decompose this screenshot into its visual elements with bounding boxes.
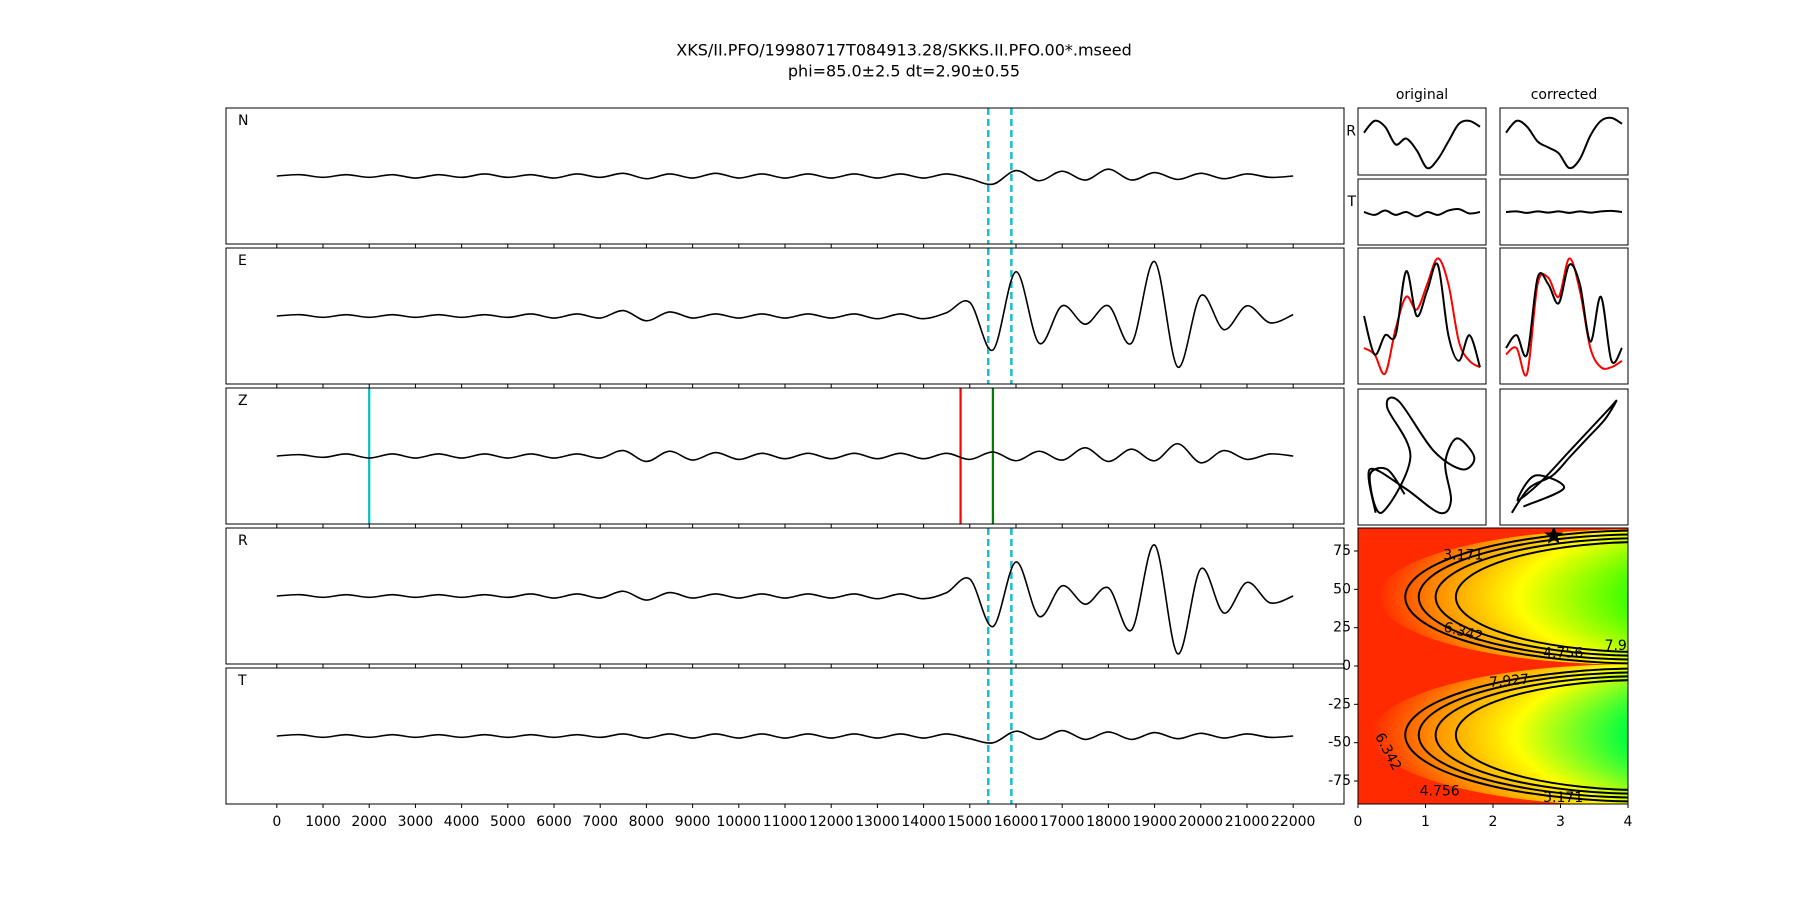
waveform [1363, 207, 1481, 218]
contour-label: 3.171 [1443, 548, 1483, 564]
x-tick-label: 6000 [536, 814, 572, 830]
x-tick-label: 0 [1354, 814, 1363, 830]
x-tick-label: 7000 [582, 814, 618, 830]
x-tick-label: 2 [1489, 814, 1498, 830]
shifted-waveform [1505, 257, 1623, 377]
waveform [276, 168, 1294, 186]
column-title: corrected [1531, 87, 1598, 103]
y-tick-label: -50 [1328, 735, 1351, 751]
x-tick-label: 15000 [948, 814, 993, 830]
column-title: original [1396, 87, 1448, 103]
surface-lobe [1371, 664, 1628, 804]
waveform [1505, 116, 1623, 170]
x-tick-label: 18000 [1086, 814, 1131, 830]
x-tick-label: 11000 [763, 814, 808, 830]
x-tick-label: 22000 [1271, 814, 1316, 830]
contour-line [1454, 679, 1628, 791]
x-tick-label: 13000 [855, 814, 900, 830]
contour-label: 3.171 [1543, 790, 1583, 806]
particle-motion [1510, 399, 1618, 514]
panel-frame [1499, 178, 1629, 246]
row-label: R [1346, 124, 1356, 140]
x-tick-label: 8000 [629, 814, 665, 830]
y-tick-label: -75 [1328, 773, 1351, 789]
panel-frame [225, 247, 1345, 385]
contour-line [1434, 675, 1628, 795]
contour-label: 4.756 [1420, 784, 1460, 800]
panel-frame [1499, 247, 1629, 385]
waveform [1363, 119, 1481, 170]
y-tick-label: 75 [1333, 543, 1351, 559]
x-tick-label: 9000 [675, 814, 711, 830]
shifted-waveform [1363, 257, 1481, 376]
panel-frame [1357, 388, 1487, 526]
waveform [1505, 209, 1623, 214]
trace-panel [226, 108, 1344, 244]
trace-panel [226, 388, 1344, 524]
x-tick-label: 2000 [351, 814, 387, 830]
x-tick-label: 10000 [717, 814, 762, 830]
contour-label: 7.927 [1489, 672, 1530, 691]
panel-frame [1357, 247, 1487, 385]
contour-line [1434, 537, 1628, 657]
panel-frame [1357, 107, 1487, 176]
y-tick-label: 0 [1342, 658, 1351, 674]
panel-frame [225, 667, 1345, 805]
panel-frame [225, 387, 1345, 525]
panel-frame [225, 107, 1345, 245]
x-tick-label: 1000 [305, 814, 341, 830]
y-tick-label: 25 [1333, 620, 1351, 636]
title: XKS/II.PFO/19980717T084913.28/SKKS.II.PF… [676, 41, 1131, 60]
row-label: T [1346, 194, 1356, 210]
x-tick-label: 3 [1556, 814, 1565, 830]
best-fit-marker [1544, 528, 1564, 544]
shifted-waveform [1505, 263, 1623, 364]
panel-frame [1357, 178, 1487, 246]
contour-label: 4.756 [1543, 646, 1583, 662]
subtitle: phi=85.0±2.5 dt=2.90±0.55 [788, 62, 1020, 81]
component-label: R [238, 533, 248, 549]
x-tick-label: 16000 [994, 814, 1039, 830]
component-label: N [238, 113, 248, 129]
component-label: T [237, 673, 247, 689]
contour-line [1454, 541, 1628, 653]
x-tick-label: 20000 [1179, 814, 1224, 830]
x-tick-label: 14000 [901, 814, 946, 830]
y-tick-label: 50 [1333, 581, 1351, 597]
x-tick-label: 3000 [398, 814, 434, 830]
x-tick-label: 4 [1624, 814, 1633, 830]
x-tick-label: 19000 [1132, 814, 1177, 830]
panel-frame [1499, 107, 1629, 176]
y-tick-label: -25 [1328, 696, 1351, 712]
component-label: E [238, 253, 247, 269]
x-tick-label: 17000 [1040, 814, 1085, 830]
contour-line [1404, 529, 1628, 665]
waveform [276, 442, 1294, 464]
component-label: Z [238, 393, 248, 409]
trace-panel [226, 528, 1344, 664]
shifted-waveform [1363, 262, 1481, 368]
x-tick-label: 0 [272, 814, 281, 830]
x-tick-label: 12000 [809, 814, 854, 830]
waveform [276, 729, 1294, 744]
x-tick-label: 5000 [490, 814, 526, 830]
waveform [276, 544, 1294, 655]
contour-label: 7.927 [1605, 638, 1645, 654]
panel-frame [225, 527, 1345, 665]
x-tick-label: 4000 [444, 814, 480, 830]
x-tick-label: 1 [1421, 814, 1430, 830]
waveform [276, 260, 1294, 368]
contour-line [1417, 533, 1628, 661]
particle-motion [1367, 396, 1476, 515]
panel-frame [1499, 388, 1629, 526]
x-tick-label: 21000 [1225, 814, 1270, 830]
trace-panel [226, 668, 1344, 804]
contour-line [1417, 671, 1628, 799]
contour-line [1404, 667, 1628, 803]
